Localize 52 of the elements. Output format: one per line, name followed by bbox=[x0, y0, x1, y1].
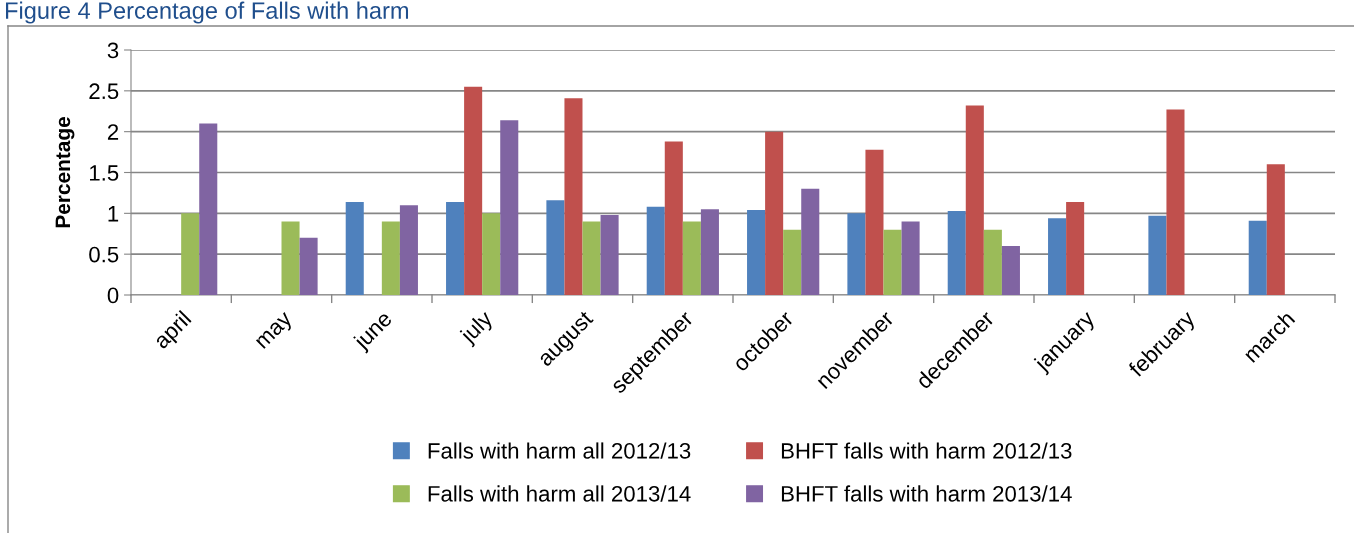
bar bbox=[600, 214, 619, 295]
y-tick-label: 3 bbox=[107, 42, 119, 59]
bar bbox=[646, 206, 665, 295]
bar bbox=[446, 201, 465, 295]
bar bbox=[883, 229, 902, 295]
y-tick-label: 2 bbox=[107, 124, 119, 140]
y-tick-label: 0.5 bbox=[89, 246, 119, 263]
y-tick-label: 1.5 bbox=[90, 165, 119, 181]
bar bbox=[983, 229, 1002, 295]
y-axis-title: Percentage bbox=[55, 117, 75, 228]
bar bbox=[482, 213, 501, 295]
bar bbox=[965, 105, 984, 295]
bar bbox=[464, 86, 483, 295]
bar bbox=[199, 123, 218, 295]
x-tick-label: may bbox=[255, 311, 297, 353]
chart-title: Figure 4 Percentage of Falls with harm bbox=[6, 1, 409, 24]
bar bbox=[1148, 215, 1167, 295]
legend-label: Falls with harm all 2012/13 bbox=[428, 442, 691, 459]
bar bbox=[947, 210, 966, 295]
bar bbox=[664, 141, 683, 295]
bar bbox=[281, 221, 300, 295]
bar bbox=[747, 210, 766, 295]
bar bbox=[381, 221, 400, 295]
y-tick-label: 0 bbox=[107, 287, 119, 304]
bar bbox=[700, 209, 719, 295]
bar bbox=[299, 237, 318, 295]
legend-label: BHFT falls with harm 2013/14 bbox=[781, 485, 1072, 502]
bar bbox=[901, 221, 920, 295]
bar bbox=[582, 221, 601, 295]
bar bbox=[1166, 109, 1185, 295]
bar bbox=[682, 221, 701, 295]
y-tick-label: 2.5 bbox=[89, 83, 119, 100]
bar bbox=[546, 200, 565, 295]
legend-label: BHFT falls with harm 2012/13 bbox=[781, 442, 1072, 459]
y-tick-label: 1 bbox=[108, 206, 119, 222]
bar bbox=[399, 205, 418, 295]
bar bbox=[181, 213, 200, 295]
bar bbox=[801, 188, 820, 295]
bar bbox=[1001, 246, 1020, 295]
bar bbox=[1266, 164, 1285, 295]
bar bbox=[847, 213, 866, 295]
bar bbox=[865, 149, 884, 295]
bar bbox=[1248, 220, 1267, 295]
x-tick-label: july bbox=[458, 308, 497, 348]
bar bbox=[1066, 201, 1085, 295]
legend-label: Falls with harm all 2013/14 bbox=[428, 485, 691, 502]
bar bbox=[765, 131, 784, 295]
bar bbox=[1048, 218, 1067, 295]
bar bbox=[500, 120, 519, 295]
bar bbox=[564, 98, 583, 295]
bar bbox=[345, 201, 364, 295]
bar bbox=[783, 229, 802, 295]
